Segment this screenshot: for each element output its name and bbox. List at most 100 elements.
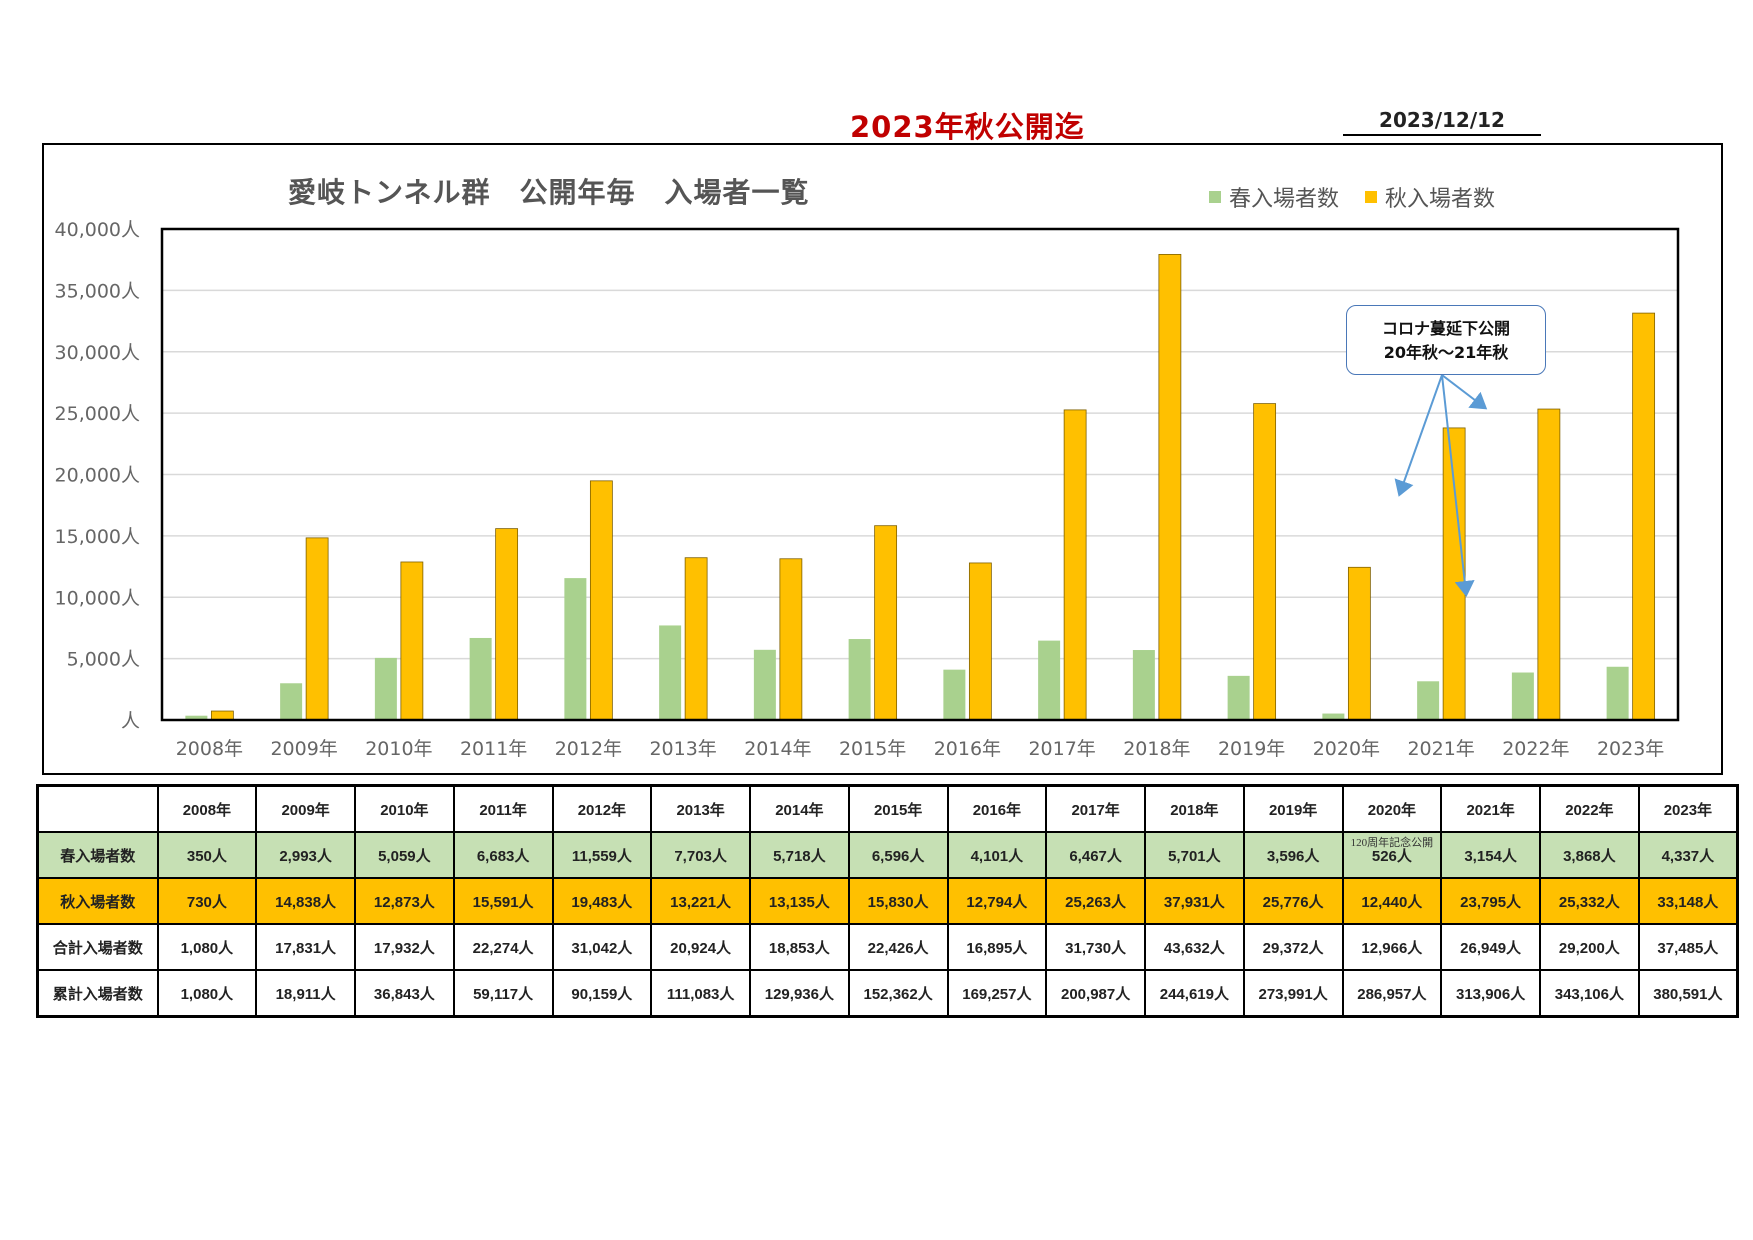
bar-spring	[1417, 681, 1440, 720]
table-cell: 12,966人	[1341, 923, 1443, 971]
table-header-cell: 2021年	[1440, 784, 1541, 833]
table-cell-value: 13,221人	[670, 893, 732, 911]
bar-autumn	[305, 537, 329, 721]
callout-arrow	[1441, 374, 1488, 410]
legend-item-autumn: 秋入場者数	[1365, 181, 1495, 213]
visitor-table: 2008年 2009年 2010年 2011年 2012年 2013年 2014年 2015年…	[36, 784, 1739, 1018]
table-cell: 43,632人	[1144, 923, 1245, 971]
table-cell-value: 36,843人	[373, 985, 435, 1003]
table-cell-value: 244,619人	[1159, 985, 1229, 1003]
table-cell: 3,868人	[1539, 831, 1640, 879]
table-cell-value: 11,559人	[571, 847, 632, 865]
table-cell: 25,332人	[1539, 877, 1640, 925]
table-cell: 343,106人	[1539, 969, 1640, 1018]
table-cell: 6,596人	[847, 831, 949, 879]
y-tick-label: 15,000人	[55, 526, 140, 548]
table-cell-value: 22,274人	[472, 939, 534, 957]
table-cell-value: 4,337人	[1661, 847, 1715, 865]
table-header-cell: 2009年	[255, 784, 356, 833]
bar-autumn	[495, 528, 519, 721]
table-cell-value: 14,838人	[275, 893, 337, 911]
bar-spring	[280, 683, 303, 720]
table-cell: 129,936人	[749, 969, 850, 1018]
table-cell-value: 90,159人	[571, 985, 633, 1003]
table-cell: 5,718人	[749, 831, 850, 879]
x-tick-label: 2023年	[1597, 738, 1664, 760]
bar-spring	[1038, 640, 1061, 720]
table-cell: 4,101人	[946, 831, 1048, 879]
covid-callout: コロナ蔓延下公開 20年秋～21年秋	[1346, 305, 1546, 375]
bar-spring	[185, 715, 208, 720]
bar-spring	[1511, 672, 1534, 720]
table-cell-value: 25,776人	[1262, 893, 1324, 911]
x-tick-label: 2012年	[555, 738, 622, 760]
bar-autumn	[1063, 409, 1087, 721]
table-cell-value: 22,426人	[867, 939, 929, 957]
table-header-cell: 2016年	[946, 784, 1048, 833]
anniversary-note: 120周年記念公開	[1350, 837, 1434, 849]
table-cell: 200,987人	[1045, 969, 1146, 1018]
table-header-cell: 2012年	[551, 784, 653, 833]
table-header-cell: 2022年	[1539, 784, 1640, 833]
table-cell-value: 17,831人	[275, 939, 337, 957]
bar-spring	[753, 649, 776, 720]
x-tick-label: 2010年	[365, 738, 432, 760]
table-cell-value: 59,117人	[473, 985, 534, 1003]
table-cell-value: 3,596人	[1266, 847, 1320, 865]
report-date: 2023/12/12	[1343, 108, 1541, 136]
table-cell: 12,873人	[354, 877, 455, 925]
table-cell: 29,200人	[1539, 923, 1640, 971]
legend-item-spring: 春入場者数	[1209, 181, 1339, 213]
x-tick-label: 2020年	[1313, 738, 1380, 760]
table-cell: 18,853人	[749, 923, 850, 971]
table-header-cell: 2023年	[1637, 784, 1739, 833]
table-cell-value: 286,957人	[1357, 985, 1427, 1003]
table-cell: 12,440人	[1341, 877, 1443, 925]
y-tick-label: 5,000人	[67, 649, 140, 671]
table-cell-value: 3,154人	[1464, 847, 1517, 865]
table-row-label: 秋入場者数	[36, 877, 159, 925]
table-header-cell: 2015年	[847, 784, 949, 833]
table-header-cell: 2008年	[156, 784, 258, 833]
table-cell-value: 273,991人	[1258, 985, 1328, 1003]
bar-spring	[374, 657, 397, 720]
bar-spring	[659, 625, 682, 720]
plot-area-border	[160, 227, 1680, 722]
x-tick-label: 2015年	[839, 738, 906, 760]
table-cell: 18,911人	[255, 969, 356, 1018]
table-header-cell: 2017年	[1045, 784, 1146, 833]
bar-autumn	[1347, 566, 1371, 721]
table-cell-value: 15,830人	[867, 893, 929, 911]
legend-label-spring: 春入場者数	[1229, 187, 1340, 212]
legend-swatch-autumn	[1365, 191, 1378, 203]
table-cell-value: 18,853人	[768, 939, 830, 957]
table-cell: 1,080人	[156, 923, 258, 971]
bar-autumn	[1253, 403, 1277, 721]
table-row-autumn: 秋入場者数 730人 14,838人 12,873人 15,591人 19,483人 13,…	[36, 877, 1739, 925]
table-cell-value: 6,683人	[476, 847, 530, 865]
table-cell: 120周年記念公開 526人	[1341, 831, 1443, 879]
table-cell-value: 152,362人	[863, 985, 933, 1003]
table-cell: 313,906人	[1440, 969, 1541, 1018]
table-cell-value: 13,135人	[768, 893, 830, 911]
table-cell-value: 16,895人	[966, 939, 1028, 957]
table-cell-value: 350人	[186, 847, 227, 865]
bar-autumn	[1632, 312, 1656, 721]
bar-spring	[469, 637, 492, 720]
table-cell: 33,148人	[1637, 877, 1739, 925]
table-cell-value: 5,701人	[1168, 847, 1221, 865]
table-cell: 90,159人	[551, 969, 653, 1018]
bar-autumn	[1537, 408, 1561, 721]
table-row-label: 春入場者数	[36, 831, 159, 879]
bar-spring	[1606, 666, 1629, 720]
bar-autumn	[1442, 427, 1466, 721]
table-header-cell: 2019年	[1242, 784, 1344, 833]
table-cell-value: 23,795人	[1460, 893, 1522, 911]
table-header-cell: 2010年	[354, 784, 455, 833]
table-cell: 37,485人	[1637, 923, 1739, 971]
table-cell-value: 5,718人	[773, 847, 826, 865]
table-cell: 169,257人	[946, 969, 1048, 1018]
table-cell-value: 37,931人	[1163, 893, 1225, 911]
callout-line-1: コロナ蔓延下公開	[1381, 319, 1510, 338]
bar-spring	[1227, 675, 1250, 720]
